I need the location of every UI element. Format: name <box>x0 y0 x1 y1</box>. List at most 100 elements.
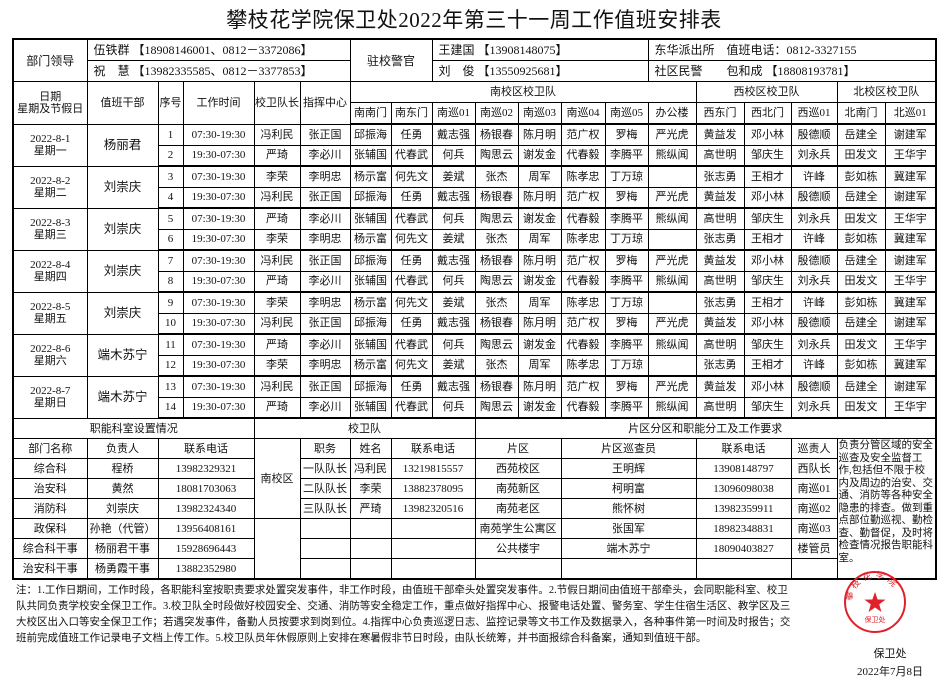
post-guard: 范广权 <box>560 312 606 335</box>
post-guard: 陈月明 <box>517 375 562 398</box>
table-row: 消防科 刘崇庆 13982324340 三队队长 严琦 13982320516 南苑老区 熊怀… <box>12 498 936 519</box>
post-guard: 范广权 <box>560 123 606 146</box>
captain: 冯利民 <box>253 186 301 209</box>
shift-time: 19:30-07:30 <box>182 186 255 209</box>
command-center: 张正国 <box>299 312 351 335</box>
post-guard: 王相才 <box>743 165 792 188</box>
area-name <box>474 558 562 580</box>
dept-head: 程桥 <box>86 458 159 479</box>
post-guard: 刘永兵 <box>790 207 838 230</box>
post-guard: 岳建全 <box>836 123 886 146</box>
post-guard: 许峰 <box>790 354 838 377</box>
post-guard: 熊纵闻 <box>647 144 697 167</box>
post-guard: 丁万琼 <box>604 165 649 188</box>
post-guard: 谢建军 <box>884 123 937 146</box>
post-guard: 代春毅 <box>560 207 606 230</box>
guard-section-title: 校卫队 <box>253 417 476 439</box>
post-guard: 熊纵闻 <box>647 333 697 356</box>
command-center: 李明忠 <box>299 165 351 188</box>
post-guard: 周军 <box>517 291 562 314</box>
post-guard: 陈月明 <box>517 186 562 209</box>
day-date: 2022-8-1 <box>30 133 71 145</box>
guard-phone <box>390 518 476 539</box>
post-guard: 彭如栋 <box>836 354 886 377</box>
guard-duty <box>299 538 351 559</box>
post-guard: 王华宇 <box>884 396 937 419</box>
police-1: 王建国 【13908148075】 <box>431 38 649 61</box>
day-date-cell: 2022-8-5 星期五 <box>12 291 88 335</box>
post-guard: 殷德顺 <box>790 186 838 209</box>
post-guard: 罗梅 <box>604 123 649 146</box>
post-guard: 李腾平 <box>604 144 649 167</box>
post-guard: 高世明 <box>695 207 745 230</box>
shift-time: 07:30-19:30 <box>182 333 255 356</box>
sign-date: 2022年7月8日 <box>857 666 923 678</box>
post-guard: 殷德顺 <box>790 249 838 272</box>
post-guard: 许峰 <box>790 165 838 188</box>
header-cadre: 值班干部 <box>86 81 159 125</box>
duty-cadre: 刘崇庆 <box>86 291 159 335</box>
post-guard: 彭如栋 <box>836 165 886 188</box>
post-guard: 谢建军 <box>884 186 937 209</box>
post-guard: 田发文 <box>836 396 886 419</box>
post-guard: 黄益发 <box>695 123 745 146</box>
post-guard: 邱振海 <box>349 123 392 146</box>
svg-text:保卫处: 保卫处 <box>865 615 886 624</box>
table-row: 8 19:30-07:30 严琦 李必川 张辅国 代春武 何兵 陶思云 谢发金 代春毅 李腾平 熊纵闻… <box>13 270 937 293</box>
day-date-cell: 2022-8-4 星期四 <box>12 249 88 293</box>
table-row: 2022-8-6 星期六 端木苏宁 11 07:30-19:30 严琦 李必川 张辅国 代春武何… <box>12 333 937 377</box>
day-date-cell: 2022-8-7 星期日 <box>12 375 88 419</box>
post-guard: 周军 <box>517 228 562 251</box>
post-guard: 黄益发 <box>695 312 745 335</box>
command-center: 李明忠 <box>299 354 351 377</box>
dept-header: 负责人 <box>86 438 159 459</box>
header-command: 指挥中心 <box>299 81 351 125</box>
police-label: 驻校警官 <box>349 38 433 82</box>
post-guard: 代春毅 <box>560 144 606 167</box>
post-guard: 代春毅 <box>560 396 606 419</box>
area-patroller: 张国军 <box>560 518 697 539</box>
dept-phone: 13882352980 <box>157 558 255 580</box>
community-police: 社区民警 包和成 【18808193781】 <box>647 60 937 82</box>
shift-no: 10 <box>157 312 184 335</box>
post-guard: 任勇 <box>390 375 433 398</box>
post-guard: 李腾平 <box>604 207 649 230</box>
post-guard: 彭如栋 <box>836 291 886 314</box>
post-guard: 代春武 <box>390 270 433 293</box>
dept-name: 治安科 <box>12 478 88 499</box>
post-guard: 高世明 <box>695 333 745 356</box>
post-guard: 何兵 <box>431 270 476 293</box>
area-patroller: 端木苏宁 <box>560 538 697 559</box>
post-guard: 李腾平 <box>604 270 649 293</box>
post-guard: 邱振海 <box>349 186 392 209</box>
area-phone: 13096098038 <box>695 478 792 499</box>
dept-phone: 18081703063 <box>157 478 255 499</box>
header-post: 西东门 <box>695 102 745 125</box>
official-seal: 攀枝花学院 保卫处 <box>843 570 906 633</box>
post-guard: 何先文 <box>390 165 433 188</box>
day-date: 2022-8-2 <box>30 175 71 187</box>
shift-no: 11 <box>157 333 184 356</box>
guard-header: 姓名 <box>349 438 392 459</box>
post-guard: 岳建全 <box>836 249 886 272</box>
post-guard: 陶思云 <box>474 396 519 419</box>
shift-no: 3 <box>157 165 184 188</box>
header-post: 西北门 <box>743 102 792 125</box>
shift-no: 14 <box>157 396 184 419</box>
dept-head: 刘崇庆 <box>86 498 159 519</box>
guard-campus-empty <box>253 518 301 580</box>
post-guard: 代春武 <box>390 207 433 230</box>
captain: 冯利民 <box>253 375 301 398</box>
station-line: 东华派出所 值班电话：0812-3327155 <box>647 38 937 61</box>
post-guard <box>647 228 697 251</box>
dept-header: 联系电话 <box>157 438 255 459</box>
table-row: 综合科干事 杨丽君干事 15928696443 公共楼宇 端木苏宁 18090403827… <box>12 538 936 559</box>
captain: 严琦 <box>253 396 301 419</box>
post-guard: 田发文 <box>836 144 886 167</box>
dept-head: 黄然 <box>86 478 159 499</box>
post-guard: 陈月明 <box>517 312 562 335</box>
day-weekday: 星期三 <box>33 229 67 241</box>
day-date-cell: 2022-8-2 星期二 <box>12 165 88 209</box>
post-guard: 张辅国 <box>349 333 392 356</box>
post-guard: 邱振海 <box>349 375 392 398</box>
